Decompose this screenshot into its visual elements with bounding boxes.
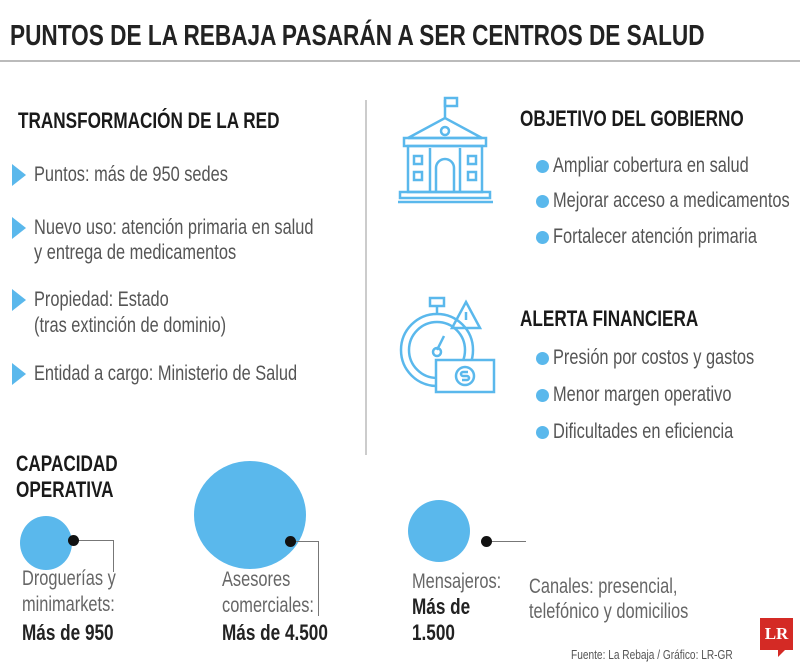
section-divider [365, 100, 367, 455]
page-title: PUNTOS DE LA REBAJA PASARÁN A SER CENTRO… [10, 20, 705, 52]
triangle-bullet-icon [12, 217, 26, 239]
bullet-dot-icon [536, 195, 549, 208]
transformacion-item: Nuevo uso: atención primaria en salud [34, 216, 314, 239]
alerta-item: Dificultades en eficiencia [553, 420, 734, 443]
objetivo-item: Fortalecer atención primaria [553, 225, 757, 248]
transformacion-item-cont: y entrega de medicamentos [34, 241, 237, 264]
transformacion-item: Entidad a cargo: Ministerio de Salud [34, 362, 298, 385]
capacidad-heading: CAPACIDAD [16, 451, 118, 476]
alerta-item: Presión por costos y gastos [553, 346, 755, 369]
connector-line [113, 540, 114, 572]
connector-dot [68, 535, 79, 546]
canales-text-cont: telefónico y domicilios [529, 600, 689, 623]
bullet-dot-icon [536, 426, 549, 439]
bullet-dot-icon [536, 231, 549, 244]
triangle-bullet-icon [12, 363, 26, 385]
connector-line [292, 541, 319, 542]
bubble-label: Droguerías y [22, 567, 116, 590]
bubble-label: Mensajeros: [412, 570, 502, 593]
transformacion-item: Puntos: más de 950 sedes [34, 163, 228, 186]
title-divider [0, 60, 800, 62]
alerta-item: Menor margen operativo [553, 383, 732, 406]
bubble-label: Asesores [222, 568, 291, 591]
bullet-dot-icon [536, 352, 549, 365]
bubble-value: Más de [412, 594, 471, 619]
bubble-label: comerciales: [222, 594, 314, 617]
bubble-mensajeros [408, 500, 470, 562]
source-credit: Fuente: La Rebaja / Gráfico: LR-GR [571, 647, 733, 662]
objetivo-item: Mejorar acceso a medicamentos [553, 189, 790, 212]
lr-logo: LR [760, 618, 793, 657]
connector-line [318, 541, 319, 616]
bubble-value: Más de 950 [22, 620, 114, 645]
capacidad-heading-cont: OPERATIVA [16, 477, 114, 502]
bubble-value-cont: 1.500 [412, 620, 455, 645]
connector-dot [481, 536, 492, 547]
triangle-bullet-icon [12, 289, 26, 311]
transformacion-item-cont: (tras extinción de dominio) [34, 314, 227, 337]
bullet-dot-icon [536, 389, 549, 402]
alerta-heading: ALERTA FINANCIERA [520, 306, 699, 331]
connector-line [488, 541, 526, 542]
bubble-label: minimarkets: [22, 593, 115, 616]
objetivo-heading: OBJETIVO DEL GOBIERNO [520, 106, 744, 131]
stopwatch-money-warning-icon [399, 296, 496, 394]
connector-line [74, 540, 114, 541]
bubble-asesores [194, 461, 306, 569]
canales-text: Canales: presencial, [529, 575, 678, 598]
government-building-icon [398, 96, 493, 204]
bubble-droguerias [20, 516, 72, 570]
connector-dot [285, 536, 296, 547]
transformacion-item: Propiedad: Estado [34, 288, 169, 311]
objetivo-item: Ampliar cobertura en salud [553, 154, 749, 177]
bullet-dot-icon [536, 160, 549, 173]
triangle-bullet-icon [12, 164, 26, 186]
transformacion-heading: TRANSFORMACIÓN DE LA RED [18, 108, 280, 133]
bubble-value: Más de 4.500 [222, 620, 328, 645]
